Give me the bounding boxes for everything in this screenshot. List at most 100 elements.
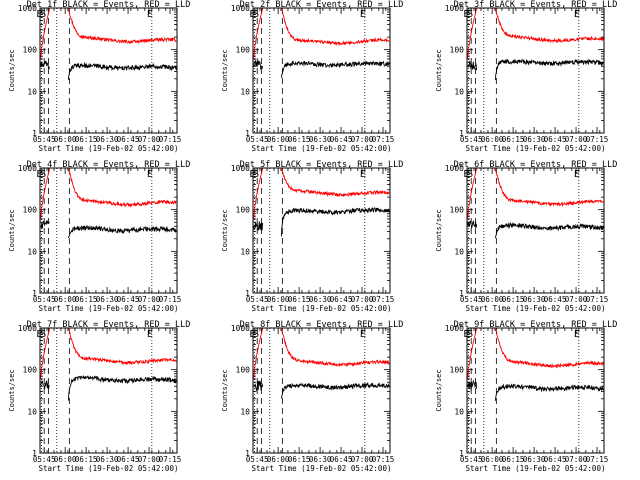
detector-panel-3: Det 3f BLACK = Events, RED = LLD Counts/s… (435, 0, 617, 153)
time-marker-label: E (147, 329, 153, 340)
detector-panel-4: Det 4f BLACK = Events, RED = LLD Counts/s… (8, 160, 190, 313)
x-axis-label: Start Time (19-Feb-02 05:42:00) (252, 464, 392, 473)
panel-title: Det 8f BLACK = Events, RED = LLD (240, 320, 404, 330)
y-tick-label: 1000 (445, 164, 464, 173)
x-tick-label: 06:00 (267, 295, 290, 304)
x-tick-label: 06:30 (96, 295, 119, 304)
x-tick-label: 06:45 (330, 135, 353, 144)
x-axis-label: Start Time (19-Feb-02 05:42:00) (466, 464, 606, 473)
plot-frame (252, 7, 391, 134)
y-tick-label: 1 (245, 129, 250, 138)
y-axis-label: Counts/sec (8, 209, 16, 251)
series-line-events-pre (467, 60, 478, 71)
x-tick-label: 05:45 (460, 455, 483, 464)
time-marker-label: E (463, 329, 469, 340)
x-axis-label: Start Time (19-Feb-02 05:42:00) (466, 144, 606, 153)
series-line-lld (68, 327, 177, 366)
x-tick-label: 06:15 (502, 455, 525, 464)
x-tick-label: 06:15 (502, 135, 525, 144)
x-tick-label: 06:30 (96, 455, 119, 464)
x-tick-label: 07:00 (565, 455, 588, 464)
time-marker-label: S (467, 9, 473, 20)
series-line-lld-pre (253, 168, 264, 219)
series-line-events-pre (467, 379, 478, 391)
x-tick-label: 06:15 (288, 455, 311, 464)
series-line-lld-pre (253, 328, 264, 379)
series-line-events-pre (253, 59, 264, 71)
x-tick-label: 06:15 (75, 455, 98, 464)
series-line-lld-pre (40, 8, 51, 59)
x-tick-label: 07:00 (351, 135, 374, 144)
series-line-lld (494, 327, 604, 369)
y-tick-label: 10 (454, 247, 464, 256)
x-tick-label: 06:00 (267, 455, 290, 464)
series-line-lld-pre (467, 328, 478, 379)
x-tick-label: 07:00 (565, 135, 588, 144)
plot-frame (39, 167, 178, 294)
plot-frame (466, 327, 605, 454)
x-tick-label: 06:30 (96, 135, 119, 144)
x-tick-label: 06:45 (544, 295, 567, 304)
x-tick-label: 06:45 (544, 455, 567, 464)
plot-frame (252, 167, 391, 294)
x-tick-label: 07:00 (138, 455, 161, 464)
plot-frame (466, 167, 605, 294)
time-marker-label: E (574, 9, 580, 20)
series-line-lld-pre (40, 168, 51, 219)
time-marker-label: E (249, 9, 255, 20)
x-tick-label: 06:30 (523, 135, 546, 144)
time-marker-label: E (36, 329, 42, 340)
y-tick-label: 1000 (18, 324, 37, 333)
y-tick-label: 1 (245, 449, 250, 458)
y-tick-label: 100 (236, 46, 251, 55)
x-tick-label: 06:15 (288, 135, 311, 144)
series-line-lld (67, 8, 177, 44)
x-tick-label: 07:00 (138, 295, 161, 304)
series-line-lld (494, 168, 604, 208)
time-marker-label: E (147, 9, 153, 20)
x-axis-label: Start Time (19-Feb-02 05:42:00) (39, 144, 179, 153)
y-tick-label: 100 (236, 206, 251, 215)
time-marker-label: E (463, 169, 469, 180)
x-tick-label: 06:00 (54, 295, 77, 304)
y-tick-label: 10 (454, 407, 464, 416)
x-tick-label: 06:00 (267, 135, 290, 144)
series-line-events (67, 61, 177, 80)
y-axis-label: Counts/sec (8, 369, 16, 411)
time-marker-label: S (40, 329, 46, 340)
y-tick-label: 1000 (18, 4, 37, 13)
plot-frame (39, 7, 178, 134)
y-tick-label: 10 (27, 407, 37, 416)
x-tick-label: 05:45 (460, 135, 483, 144)
x-tick-label: 06:00 (54, 135, 77, 144)
y-tick-label: 1 (459, 129, 464, 138)
y-tick-label: 100 (23, 206, 38, 215)
series-line-events (280, 382, 390, 399)
x-tick-label: 07:15 (586, 295, 609, 304)
series-line-lld (67, 168, 177, 208)
x-tick-label: 07:00 (351, 455, 374, 464)
x-tick-label: 07:15 (159, 295, 182, 304)
time-marker-label: E (360, 9, 366, 20)
time-marker-label: S (40, 169, 46, 180)
series-line-events-pre (253, 380, 264, 392)
series-line-events (280, 206, 390, 237)
y-tick-label: 100 (450, 366, 465, 375)
x-tick-label: 06:45 (330, 455, 353, 464)
y-tick-label: 1000 (445, 4, 464, 13)
time-marker-label: S (467, 329, 473, 340)
series-line-events-pre (40, 380, 50, 390)
time-marker-label: E (147, 169, 153, 180)
panel-title: Det 7f BLACK = Events, RED = LLD (27, 320, 191, 330)
series-line-events-pre (467, 219, 478, 230)
detector-panel-5: Det 5f BLACK = Events, RED = LLD Counts/s… (221, 160, 403, 313)
time-marker-label: S (253, 9, 259, 20)
panel-title: Det 6f BLACK = Events, RED = LLD (454, 160, 618, 170)
x-tick-label: 07:00 (138, 135, 161, 144)
y-axis-label: Counts/sec (435, 49, 443, 91)
x-tick-label: 06:00 (481, 455, 504, 464)
detector-panel-6: Det 6f BLACK = Events, RED = LLD Counts/s… (435, 160, 617, 313)
series-line-events (494, 383, 604, 401)
x-tick-label: 06:00 (481, 135, 504, 144)
